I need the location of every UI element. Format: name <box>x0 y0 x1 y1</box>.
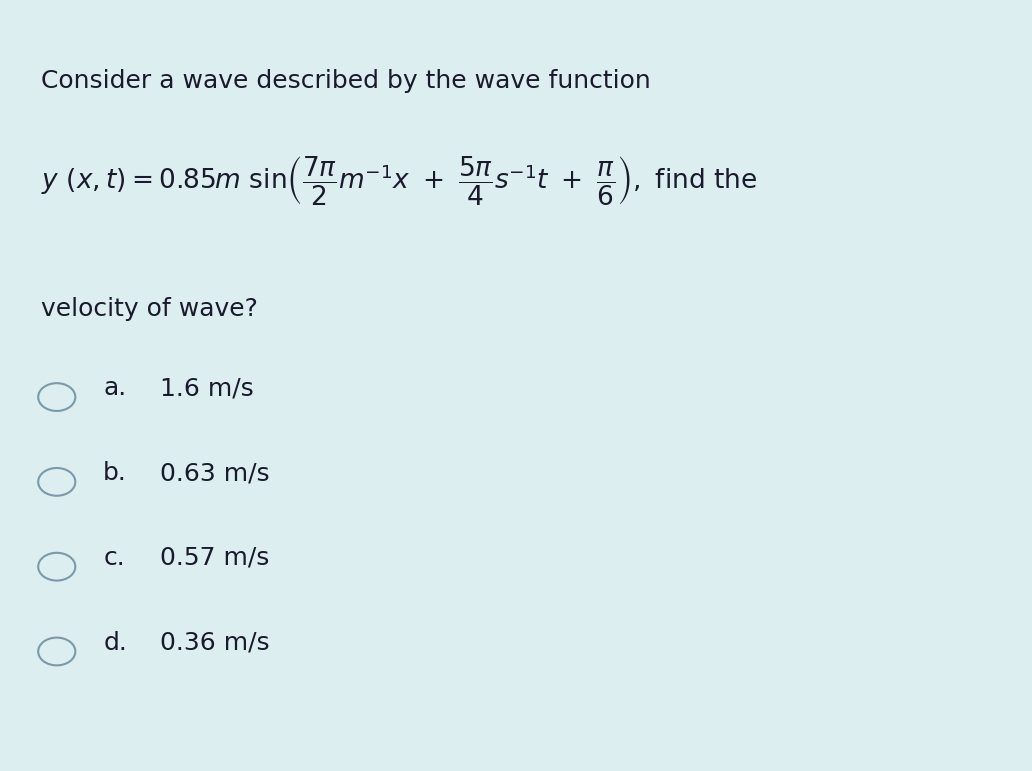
Text: Consider a wave described by the wave function: Consider a wave described by the wave fu… <box>41 69 651 93</box>
Text: 0.63 m/s: 0.63 m/s <box>160 461 269 485</box>
Text: 0.57 m/s: 0.57 m/s <box>160 546 269 570</box>
Text: 0.36 m/s: 0.36 m/s <box>160 631 269 655</box>
Text: d.: d. <box>103 631 127 655</box>
Text: velocity of wave?: velocity of wave? <box>41 297 258 321</box>
Text: 1.6 m/s: 1.6 m/s <box>160 376 254 400</box>
Text: b.: b. <box>103 461 127 485</box>
Text: a.: a. <box>103 376 127 400</box>
Text: c.: c. <box>103 546 125 570</box>
Text: $y\ (x,t) = 0.85m\ \sin\!\left(\dfrac{7\pi}{2}m^{-1}x\ +\ \dfrac{5\pi}{4}s^{-1}t: $y\ (x,t) = 0.85m\ \sin\!\left(\dfrac{7\… <box>41 154 757 207</box>
